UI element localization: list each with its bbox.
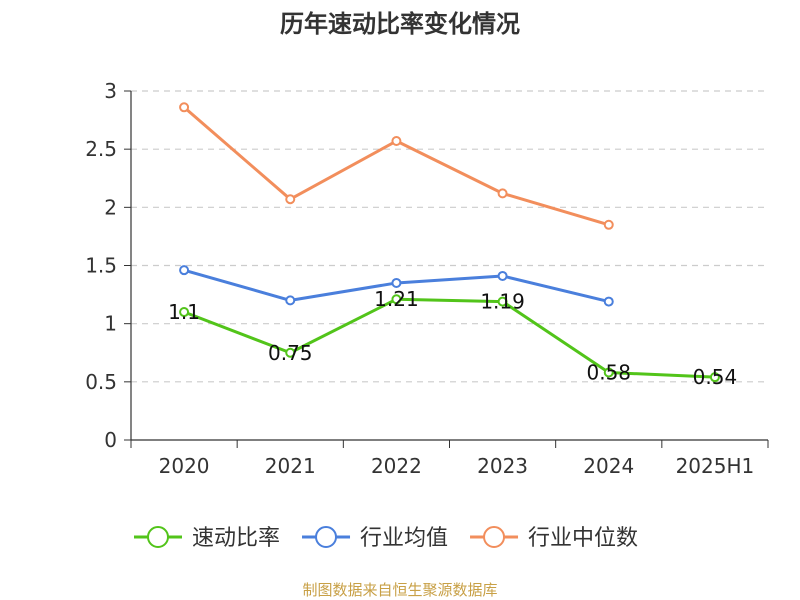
grid [131,90,768,383]
legend-marker [483,526,506,548]
source-note: 制图数据来自恒生聚源数据库 [302,581,497,599]
data-point[interactable] [497,270,508,281]
y-tick-label: 2.5 [85,137,117,161]
x-tick-label: 2020 [159,454,210,478]
data-point[interactable] [603,296,614,307]
data-point[interactable] [179,307,190,318]
legend-marker [147,526,169,548]
legend-item[interactable]: 行业中位数 [470,526,638,551]
data-point[interactable] [709,372,720,383]
data-label: 1.19 [480,290,525,314]
data-label: 0.58 [586,361,631,385]
data-point[interactable] [391,294,402,305]
chart-title: 历年速动比率变化情况 [280,10,520,38]
data-point[interactable] [179,102,190,113]
x-tick-label: 2022 [371,454,422,478]
y-tick-label: 3 [104,79,117,103]
y-tick-label: 2 [104,195,117,219]
data-labels: 1.1 0.75 1.21 1.19 0.58 0.54 [168,287,737,389]
data-label: 1.1 [168,300,200,324]
x-tick-label: 2025H1 [676,454,755,478]
legend-marker [315,526,338,548]
legend-label: 速动比率 [192,526,280,551]
data-point[interactable] [603,367,614,378]
data-point[interactable] [285,295,296,306]
data-point[interactable] [603,219,614,230]
x-tick-label: 2021 [265,454,316,478]
data-label: 1.21 [374,287,419,311]
x-tick-label: 2024 [583,454,634,478]
legend-item[interactable]: 速动比率 [134,526,280,551]
data-label: 0.75 [268,341,313,365]
x-tick-label: 2023 [477,454,528,478]
data-label: 0.54 [693,365,738,389]
y-tick-label: 0 [104,428,117,452]
data-point[interactable] [179,265,190,276]
y-tick-label: 1.5 [85,254,117,278]
legend[interactable]: 速动比率 行业均值 行业中位数 [134,526,638,551]
legend-item[interactable]: 行业均值 [302,526,448,551]
data-point[interactable] [497,296,508,307]
data-point[interactable] [285,194,296,205]
data-point[interactable] [391,136,402,147]
legend-label: 行业均值 [360,526,448,551]
data-point[interactable] [285,347,296,358]
y-tick-label: 0.5 [85,370,117,394]
data-point[interactable] [391,277,402,288]
series-lines [179,102,720,383]
axes: 0 0.5 1 1.5 2 2.5 3 2020 2021 2022 2023 2024 2025H1 [85,79,769,478]
data-point[interactable] [497,188,508,199]
legend-label: 行业中位数 [528,526,638,551]
series-line [183,297,715,379]
y-tick-label: 1 [104,312,117,336]
